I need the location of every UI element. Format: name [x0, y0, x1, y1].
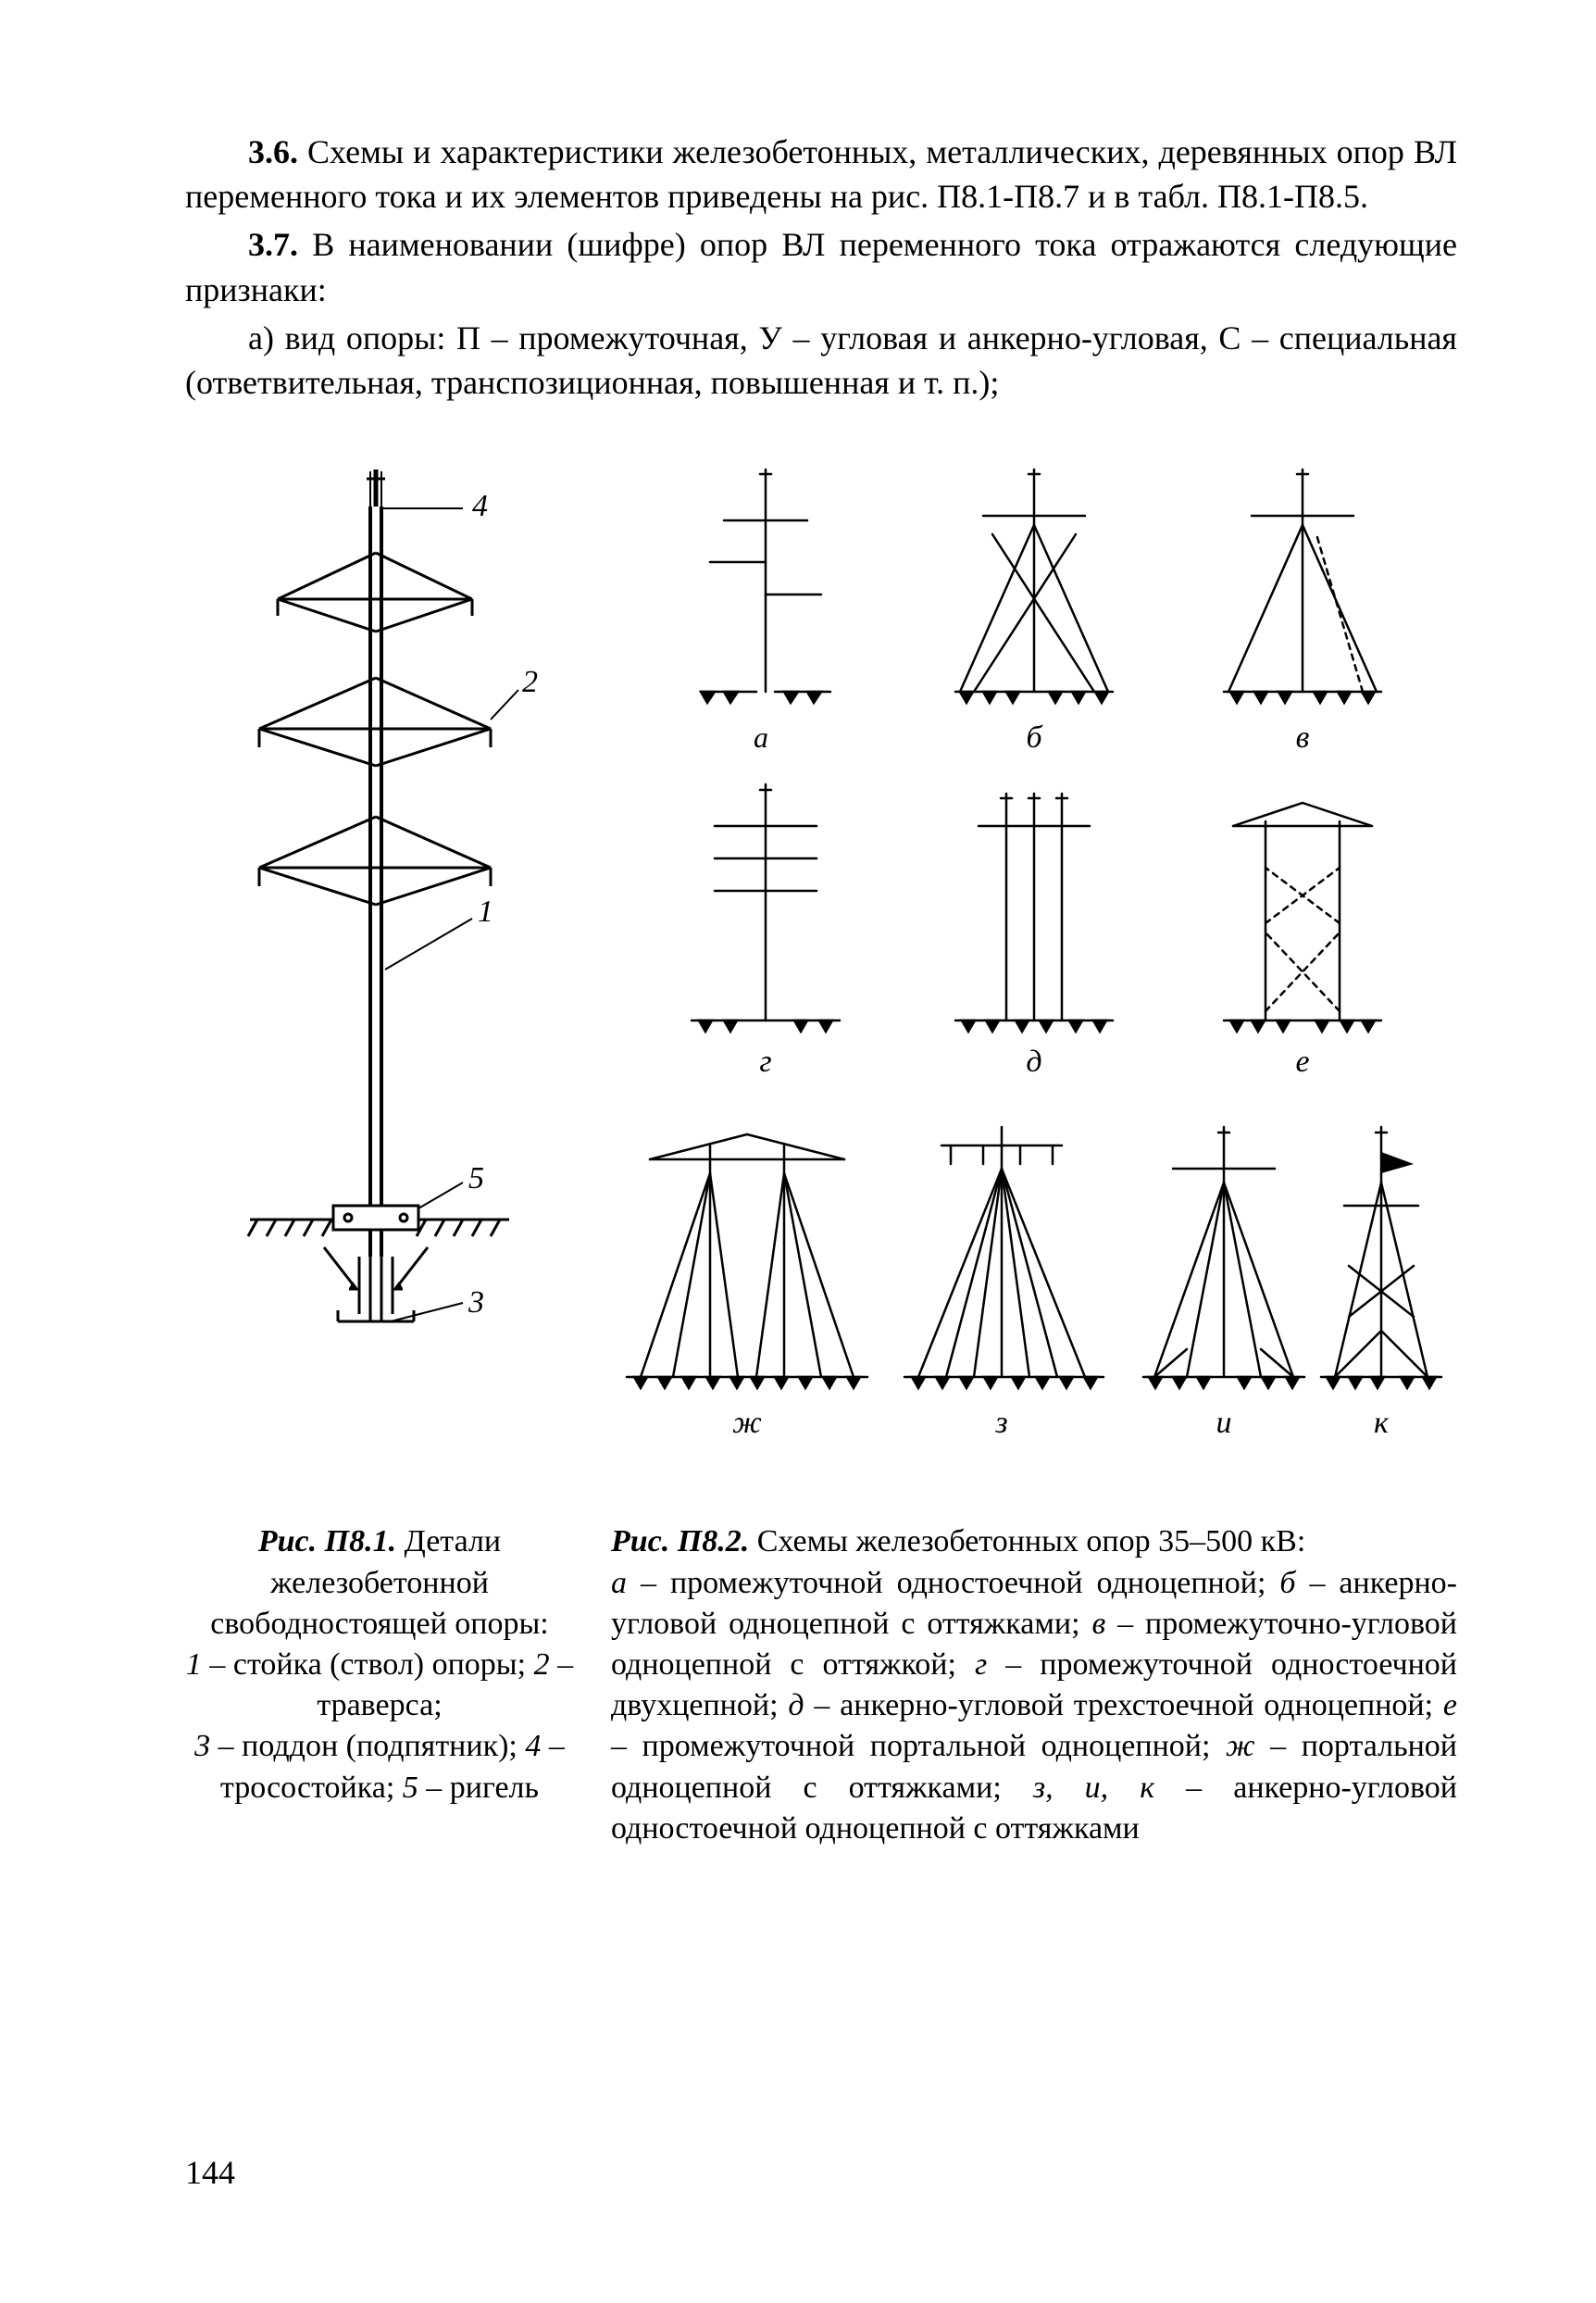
figure-p8-1-svg: 4 2 1 5 3 — [185, 451, 574, 1396]
figure-p8-2-svg: а б в г д е ж з и к — [617, 451, 1451, 1488]
fig1-label-4: 4 — [472, 489, 488, 523]
fig1-leg-2n: 2 — [534, 1647, 550, 1682]
fig2-label-v: в — [1296, 720, 1310, 755]
fig2-d: д — [788, 1688, 804, 1722]
fig1-cap-title: Рис. П8.1. — [258, 1524, 396, 1558]
fig2-label-g: г — [759, 1045, 771, 1079]
fig1-label-2: 2 — [522, 665, 538, 699]
fig2-v: в — [1091, 1607, 1105, 1641]
para-3-7-label: 3.7. — [248, 226, 298, 263]
fig2-label-d: д — [1026, 1045, 1041, 1079]
para-3-6-text: Схемы и характеристики железобетонных, м… — [185, 133, 1457, 215]
paragraph-a: а) вид опоры: П – промежуточная, У – угл… — [185, 316, 1457, 405]
fig2-cap-title: Рис. П8.2. — [611, 1524, 749, 1558]
fig1-label-1: 1 — [478, 895, 493, 929]
figure-p8-1: 4 2 1 5 3 — [185, 451, 574, 1396]
para-a-text: а) вид опоры: П – промежуточная, У – угл… — [185, 319, 1457, 401]
figure-p8-2-caption: Рис. П8.2. Схемы железобетонных опор 35–… — [611, 1521, 1457, 1849]
fig1-label-5: 5 — [468, 1161, 484, 1195]
para-3-7-text: В наименовании (шифре) опор ВЛ переменно… — [185, 226, 1457, 307]
fig2-label-z: з — [994, 1406, 1007, 1440]
fig2-a: а — [611, 1566, 627, 1600]
fig1-leg-1n: 1 — [186, 1647, 202, 1682]
fig1-leg-5n: 5 — [403, 1771, 418, 1805]
fig1-leg-1t: – стойка (ствол) опоры; — [202, 1647, 534, 1682]
fig2-b: б — [1279, 1566, 1295, 1600]
fig2-g: г — [975, 1647, 987, 1682]
fig2-label-zh: ж — [732, 1406, 762, 1440]
fig2-zik: з, и, к — [1033, 1771, 1154, 1805]
fig1-leg-3n: 3 — [194, 1729, 210, 1763]
para-3-6-label: 3.6. — [248, 133, 298, 170]
fig1-leg-3t: – поддон (подпятник); — [210, 1729, 525, 1763]
fig2-label-b: б — [1026, 720, 1043, 755]
fig2-e: е — [1443, 1688, 1457, 1722]
fig2-label-i: и — [1216, 1406, 1232, 1440]
figure-p8-1-caption: Рис. П8.1. Детали железобетонной свободн… — [185, 1521, 574, 1808]
fig2-label-k: к — [1374, 1406, 1390, 1440]
fig1-label-3: 3 — [468, 1285, 484, 1320]
fig2-dt: – анкерно-угловой трехстоечной одноцепно… — [804, 1688, 1443, 1722]
fig2-label-e: е — [1295, 1045, 1309, 1079]
fig1-leg-4n: 4 — [525, 1729, 541, 1763]
fig2-et: – промежуточной портальной одноцепной; — [611, 1729, 1226, 1763]
fig2-zh: ж — [1226, 1729, 1255, 1763]
paragraph-3-7: 3.7. В наименовании (шифре) опор ВЛ пере… — [185, 222, 1457, 311]
page-number: 144 — [185, 2153, 235, 2192]
fig1-leg-5t: – ригель — [418, 1771, 539, 1805]
fig2-at: – промежуточной одностоечной одноцепной; — [627, 1566, 1279, 1600]
fig2-label-a: а — [754, 720, 768, 754]
paragraph-3-6: 3.6. Схемы и характеристики железобетонн… — [185, 130, 1457, 219]
figure-p8-2: а б в г д е ж з и к — [611, 451, 1457, 1488]
fig2-cap-head: Схемы железобетонных опор 35–500 кВ: — [749, 1524, 1305, 1558]
